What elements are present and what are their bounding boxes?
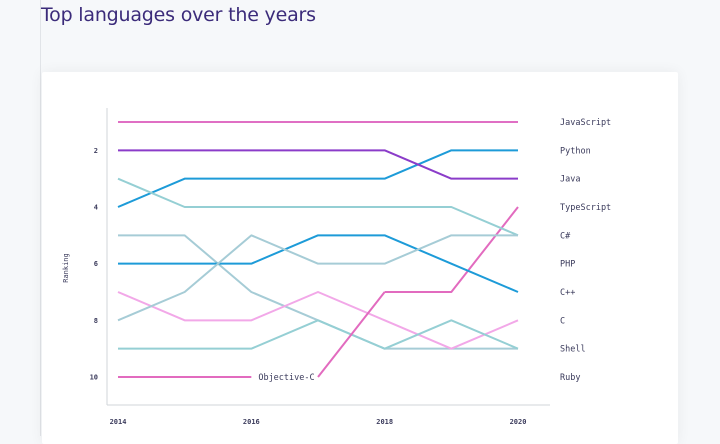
- series-line-typescript-rise: [317, 291, 386, 378]
- chart-axes: 2 4 6 8 10 2014 2016 2018 2020 Ranking: [62, 108, 550, 426]
- x-tick-label: 2014: [110, 418, 127, 426]
- series-lines: [117, 121, 519, 378]
- series-line-typescript: [384, 206, 519, 293]
- series-line-python: [117, 149, 518, 208]
- series-line-c: [117, 291, 519, 350]
- y-tick-label: 6: [94, 260, 98, 268]
- series-line-csharp: [117, 177, 519, 237]
- y-tick-label: 10: [90, 374, 98, 382]
- series-label-c: C: [560, 316, 565, 326]
- series-label-javascript: JavaScript: [560, 118, 611, 128]
- inline-label-bg: [253, 371, 316, 383]
- series-label-php: PHP: [560, 260, 575, 270]
- series-line-java: [118, 149, 518, 180]
- y-tick-label: 4: [94, 204, 98, 212]
- y-tick-label: 2: [94, 147, 98, 155]
- series-label-typescript: TypeScript: [560, 203, 611, 213]
- series-label-ruby: Ruby: [560, 373, 580, 383]
- chart-card: [42, 72, 678, 444]
- series-label-csharp: C#: [560, 231, 571, 241]
- y-axis-title: Ranking: [62, 253, 70, 283]
- x-tick-label: 2020: [510, 418, 527, 426]
- page-title: Top languages over the years: [41, 4, 316, 26]
- series-line-shell: [118, 319, 519, 350]
- series-label-java: Java: [560, 175, 580, 185]
- series-labels: Objective-C JavaScript Python Java TypeScrip…: [253, 118, 611, 383]
- series-label-shell: Shell: [560, 345, 586, 355]
- series-line-cpp: [118, 234, 519, 293]
- x-tick-label: 2018: [376, 418, 393, 426]
- x-tick-label: 2016: [243, 418, 260, 426]
- series-label-objective-c: Objective-C: [258, 373, 314, 383]
- y-tick-label: 8: [94, 317, 98, 325]
- left-rule: [40, 0, 41, 436]
- series-line-ruby: [117, 234, 518, 322]
- series-label-cpp: C++: [560, 288, 575, 298]
- series-label-python: Python: [560, 146, 591, 156]
